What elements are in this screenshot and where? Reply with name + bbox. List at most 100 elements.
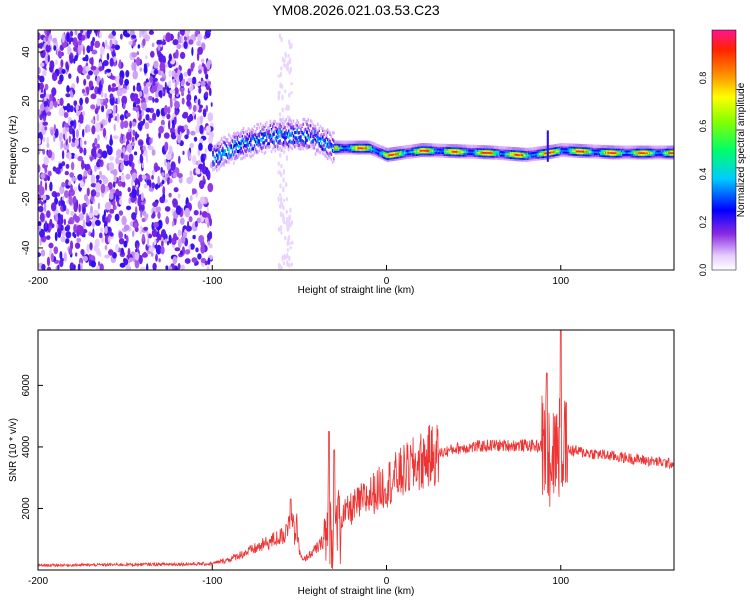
ridge-cell [537,155,540,159]
ridge-cell [628,152,630,156]
noise-cell [132,107,139,111]
noise-cell [75,252,78,257]
ridge-cell [606,155,608,160]
ridge-cell [537,157,540,161]
noise-cell [79,180,84,189]
noise-cell [172,172,177,179]
ridge-cell [241,129,244,133]
ridge-cell [214,157,217,162]
ridge-cell [304,145,307,149]
ridge-cell [240,131,242,135]
ridge-cell [389,154,391,158]
ridge-cell [344,144,346,148]
ridge-cell [283,140,285,145]
noise-cell [160,246,165,255]
noise-cell [164,206,171,212]
ridge-cell [601,148,603,152]
ridge-cell [483,154,485,158]
ridge-cell [242,131,245,135]
ridge-cell [624,145,627,149]
ridge-cell [369,149,372,153]
ridge-cell [391,152,394,156]
ridge-cell [584,151,586,155]
noise-cell [83,92,88,97]
noise-cell [173,116,177,126]
noise-cell [200,80,206,87]
ridge-cell [353,142,356,146]
ridge-cell [523,151,525,155]
ridge-cell [228,160,230,165]
ridge-cell [478,152,480,156]
ridge-cell [309,134,312,138]
noise-cell [70,184,73,193]
noise-cell [101,77,104,86]
ridge-cell [491,145,494,149]
noise-cell [118,210,124,216]
ridge-cell [508,157,511,161]
ridge-cell [217,156,219,160]
ridge-cell [336,144,339,148]
noise-cell [192,188,197,195]
ridge-cell [253,132,256,137]
faint-cell [282,261,286,266]
ridge-cell [390,147,392,151]
ridge-cell [583,153,585,157]
noise-cell [138,91,143,97]
ridge-cell [253,151,256,155]
ridge-cell [492,154,495,158]
ridge-cell [573,149,575,153]
ridge-cell [555,144,557,148]
noise-cell [192,234,196,240]
ridge-cell [519,151,522,155]
noise-cell [158,53,164,63]
ridge-cell [513,156,516,160]
ridge-cell [347,147,350,151]
noise-cell [62,195,65,201]
ridge-cell [528,147,530,151]
ridge-cell [355,146,357,150]
ridge-cell [323,129,325,133]
ridge-cell [503,146,506,150]
ridge-cell [381,145,384,150]
noise-cell [167,177,171,185]
ridge-cell [592,151,595,155]
ridge-cell [591,146,594,150]
ridge-cell [400,149,402,153]
ridge-cell [609,148,612,153]
ridge-cell [480,150,483,154]
ridge-cell [358,147,361,151]
ridge-cell [285,135,287,140]
ridge-cell [585,147,588,151]
ridge-cell [402,151,405,155]
ridge-cell [618,149,620,153]
ridge-cell [655,152,657,156]
noise-cell [182,112,188,119]
ridge-cell [630,150,633,154]
noise-cell [150,50,155,58]
ridge-cell [342,144,345,148]
ridge-cell [245,153,247,157]
colorbar-tick-label: 0.0 [698,264,708,277]
ridge-cell [245,136,247,140]
ridge-cell [572,152,574,156]
ridge-cell [552,155,555,159]
noise-cell [45,44,51,53]
ridge-cell [620,154,623,158]
noise-cell [148,30,154,35]
ridge-cell [236,155,239,160]
faint-cell [287,223,290,231]
ridge-cell [484,150,486,154]
ridge-cell [381,156,384,160]
ridge-cell [242,127,245,131]
noise-cell [68,135,72,144]
ridge-cell [636,147,639,151]
ridge-cell [568,143,570,147]
ridge-cell [287,144,290,148]
ridge-cell [489,149,491,153]
ridge-cell [622,147,624,151]
ridge-cell [645,149,647,153]
ridge-cell [423,143,425,147]
noise-cell [46,256,51,267]
ridge-cell [422,148,424,152]
ridge-cell [645,145,647,149]
